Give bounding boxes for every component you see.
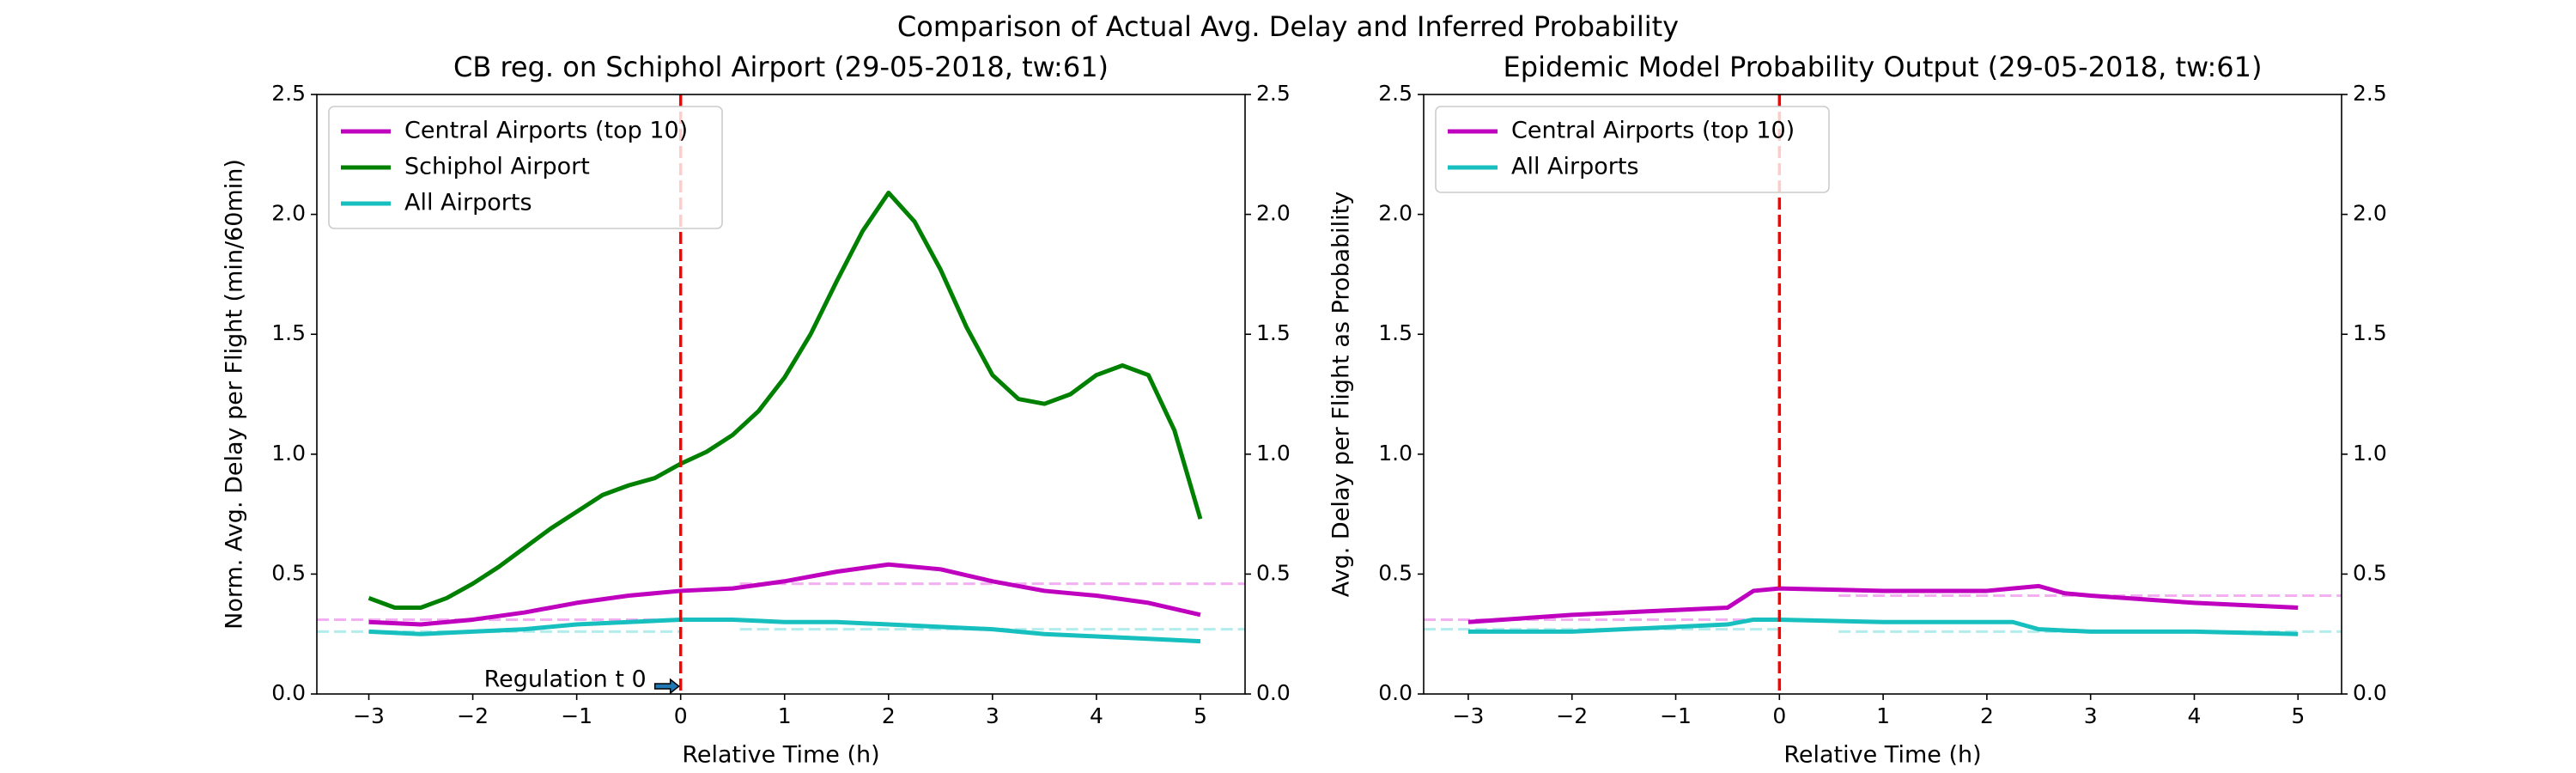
x-tick-label: −2	[1556, 703, 1588, 728]
legend-label: All Airports	[404, 190, 532, 216]
y-tick-label: 0.0	[1378, 680, 1413, 705]
legend-box	[328, 106, 723, 229]
legend-box	[1435, 106, 1830, 193]
plot-area	[317, 94, 1245, 694]
x-tick-label: 2	[882, 703, 896, 728]
figure-title: Comparison of Actual Avg. Delay and Infe…	[897, 10, 1679, 43]
x-tick-label: −3	[1453, 703, 1485, 728]
y2-tick-label: 1.0	[2353, 441, 2387, 466]
x-tick-label: 0	[674, 703, 688, 728]
legend-label: Schiphol Airport	[404, 154, 590, 180]
x-tick-label: 3	[2084, 703, 2098, 728]
y-tick-label: 2.5	[1378, 81, 1413, 106]
y2-tick-label: 1.5	[2353, 320, 2387, 345]
x-axis-label: Relative Time (h)	[1783, 742, 1981, 769]
axes-frame	[1423, 94, 2342, 695]
axes-title: CB reg. on Schiphol Airport (29-05-2018,…	[453, 51, 1109, 83]
y-tick-label: 1.5	[1378, 320, 1413, 345]
plot-area	[1424, 94, 2342, 694]
y-tick-label: 0.0	[271, 680, 306, 705]
y2-tick-label: 2.0	[2353, 201, 2387, 226]
x-tick-label: 1	[1876, 703, 1890, 728]
x-tick-label: −3	[353, 703, 385, 728]
y-tick-label: 2.0	[271, 201, 306, 226]
series-line	[1467, 583, 2299, 624]
x-tick-label: 5	[2291, 703, 2305, 728]
y-tick-label: 0.5	[1378, 560, 1413, 585]
y2-tick-label: 2.5	[2353, 81, 2387, 106]
y2-tick-label: 0.0	[2353, 680, 2387, 705]
legend-label: Central Airports (top 10)	[404, 118, 688, 144]
legend-label: Central Airports (top 10)	[1511, 118, 1795, 144]
x-axis-label: Relative Time (h)	[682, 742, 879, 769]
axes: CB reg. on Schiphol Airport (29-05-2018,…	[222, 51, 1291, 769]
x-tick-label: 1	[778, 703, 792, 728]
y2-tick-label: 0.5	[2353, 560, 2387, 585]
y-tick-label: 0.5	[271, 560, 306, 585]
axes-title: Epidemic Model Probability Output (29-05…	[1504, 51, 2263, 83]
x-tick-label: 4	[2188, 703, 2202, 728]
series-line	[368, 562, 1201, 627]
annotation: Regulation t 0	[484, 666, 647, 693]
axes-frame	[316, 94, 1246, 695]
y-tick-label: 1.0	[271, 441, 306, 466]
x-tick-label: 0	[1772, 703, 1786, 728]
x-tick-label: 2	[1980, 703, 1994, 728]
annotation-arrow	[653, 678, 680, 695]
series-line	[368, 617, 1201, 644]
y2-tick-label: 1.5	[1256, 320, 1291, 345]
y-tick-label: 1.5	[271, 320, 306, 345]
x-tick-label: 4	[1090, 703, 1103, 728]
y-tick-label: 2.5	[271, 81, 306, 106]
x-tick-label: −1	[1660, 703, 1692, 728]
y2-tick-label: 0.5	[1256, 560, 1291, 585]
x-tick-label: 5	[1194, 703, 1207, 728]
series-line	[368, 190, 1203, 610]
x-tick-label: 3	[986, 703, 999, 728]
axes: Epidemic Model Probability Output (29-05…	[1328, 51, 2387, 769]
y2-tick-label: 1.0	[1256, 441, 1291, 466]
x-tick-label: −2	[457, 703, 489, 728]
y-tick-label: 1.0	[1378, 441, 1413, 466]
x-tick-label: −1	[561, 703, 592, 728]
legend-label: All Airports	[1511, 154, 1639, 180]
y2-tick-label: 0.0	[1256, 680, 1291, 705]
y-tick-label: 2.0	[1378, 201, 1413, 226]
y2-tick-label: 2.0	[1256, 201, 1291, 226]
y-axis-label: Avg. Delay per Flight as Probability	[1328, 192, 1355, 598]
y2-tick-label: 2.5	[1256, 81, 1291, 106]
series-line	[1467, 617, 2299, 636]
y-axis-label: Norm. Avg. Delay per Flight (min/60min)	[222, 159, 248, 630]
